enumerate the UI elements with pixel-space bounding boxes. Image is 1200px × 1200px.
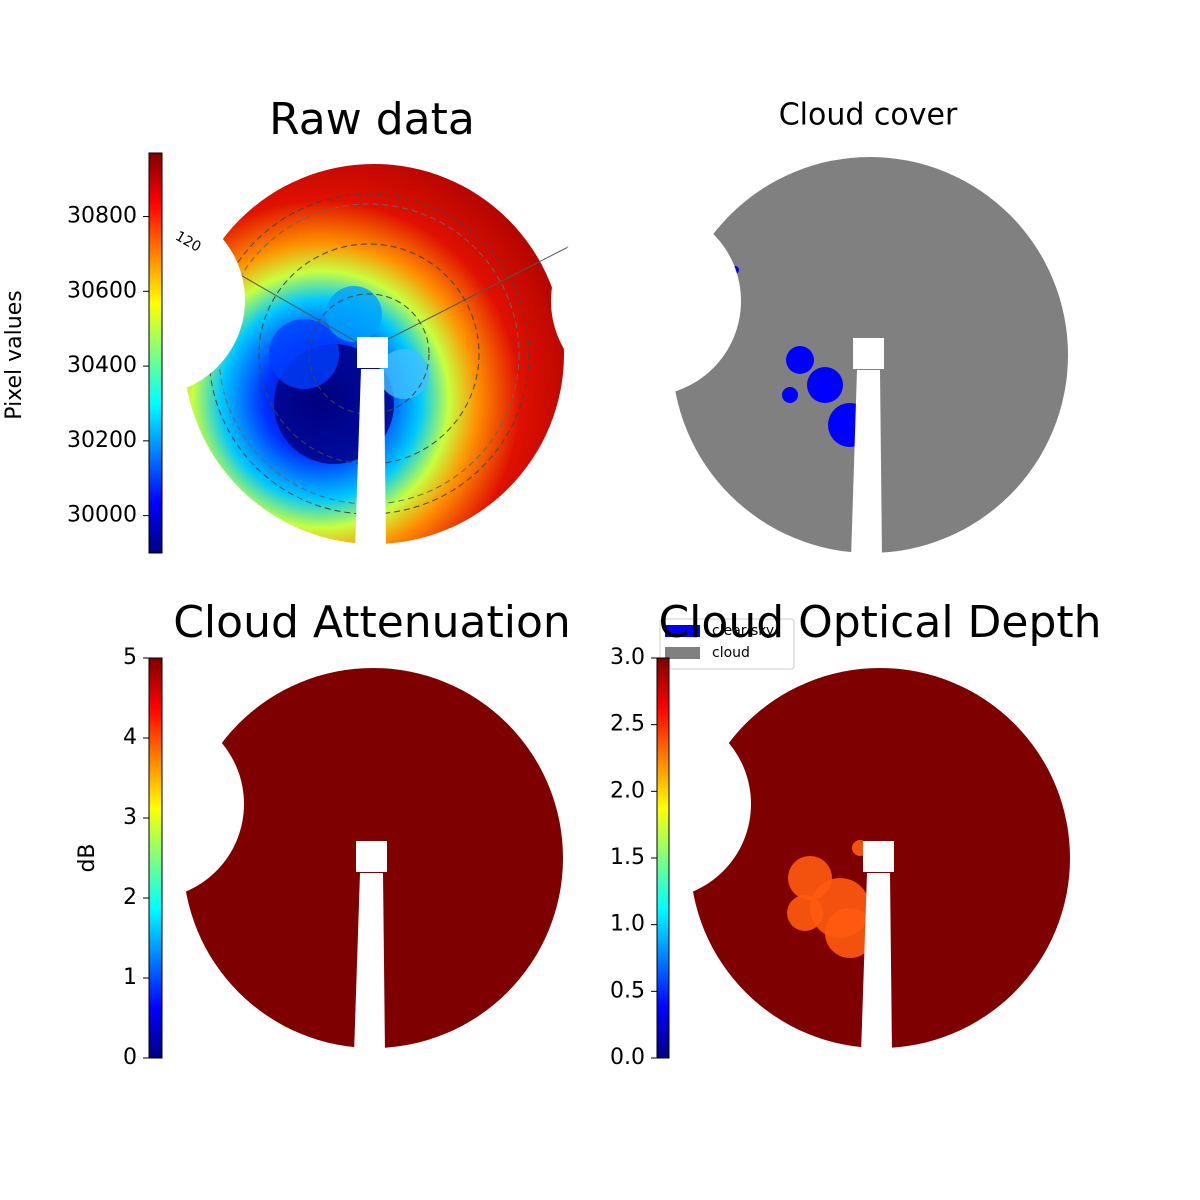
colorbar-tick-label: 3 (123, 805, 137, 830)
colorbar-tick-label: 5 (123, 645, 137, 670)
panel-title: Cloud cover (779, 98, 958, 133)
image-blob (379, 349, 429, 399)
legend-swatch (665, 647, 700, 659)
colorbar-label: dB (75, 843, 100, 872)
panel-title: Raw data (269, 94, 475, 145)
legend-swatch (665, 625, 700, 637)
colorbar (148, 657, 163, 1059)
image-mask (356, 841, 387, 872)
image-mask (357, 337, 388, 368)
image-mask (354, 873, 385, 1054)
image-mask (561, 709, 751, 899)
colorbar-tick-label: 1 (123, 965, 137, 990)
clear-sky-patch (786, 346, 814, 374)
colorbar (656, 657, 670, 1059)
legend-label: clear sky (712, 623, 774, 639)
panel-title: Cloud Attenuation (173, 597, 571, 648)
clear-sky-patch (782, 387, 798, 403)
optical-depth-patch (825, 908, 875, 958)
panel-title: Cloud Optical Depth (658, 597, 1101, 648)
colorbar-tick-label: 0.5 (610, 978, 645, 1003)
image-mask (355, 369, 386, 550)
image-blob (269, 319, 339, 389)
colorbar-tick-label: 2 (123, 885, 137, 910)
legend-label: cloud (712, 645, 750, 661)
polar-spoke (368, 243, 575, 350)
image-blob (326, 286, 382, 342)
colorbar-tick-label: 1.0 (610, 912, 645, 937)
optical-depth-patch (787, 895, 823, 931)
image-mask (851, 370, 882, 559)
colorbar-tick-label: 30200 (67, 428, 137, 453)
colorbar-tick-label: 2.5 (610, 712, 645, 737)
colorbar-tick-label: 4 (123, 725, 137, 750)
colorbar-tick-label: 30000 (67, 503, 137, 528)
colorbar-tick-label: 30400 (67, 353, 137, 378)
image-mask (853, 338, 884, 369)
image-mask (863, 841, 894, 872)
clear-sky-patch (807, 367, 843, 403)
colorbar-tick-label: 0 (123, 1045, 137, 1070)
image-mask (551, 206, 741, 396)
colorbar-tick-label: 0.0 (610, 1045, 645, 1070)
colorbar-label: Pixel values (2, 290, 27, 419)
colorbar-tick-label: 3.0 (610, 645, 645, 670)
image-mask (861, 873, 892, 1054)
colorbar-tick-label: 2.0 (610, 778, 645, 803)
colorbar (148, 152, 163, 554)
colorbar-tick-label: 1.5 (610, 845, 645, 870)
colorbar-tick-label: 30600 (67, 278, 137, 303)
colorbar-tick-label: 30800 (67, 204, 137, 229)
